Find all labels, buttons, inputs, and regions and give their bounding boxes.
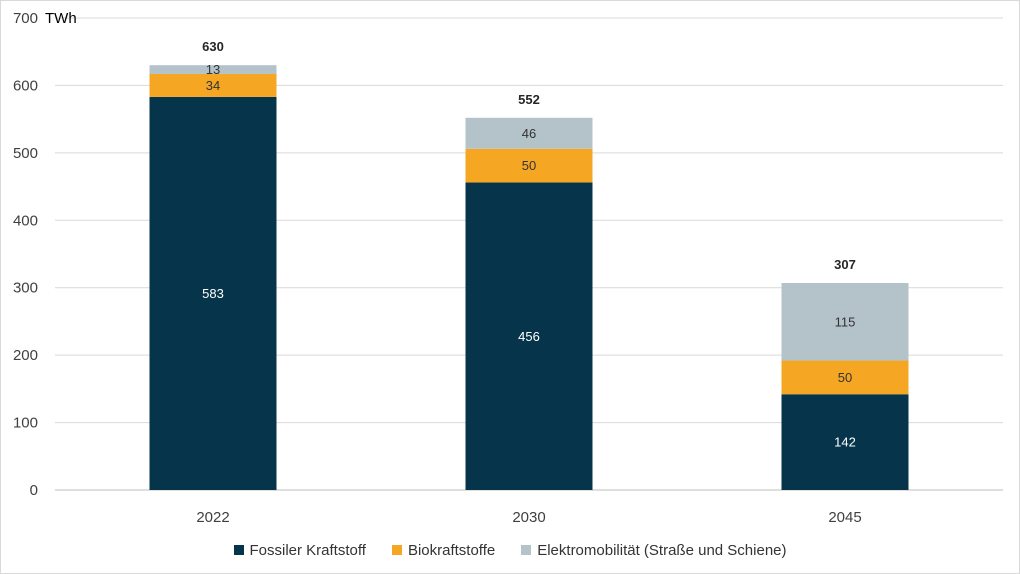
data-label: 456 bbox=[518, 329, 540, 344]
bar-segment bbox=[465, 182, 593, 491]
y-tick-label: 600 bbox=[13, 77, 38, 94]
bar-segment bbox=[149, 65, 277, 74]
bar-segment bbox=[781, 282, 909, 361]
bar-segment bbox=[149, 96, 277, 491]
y-tick-label: 400 bbox=[13, 212, 38, 229]
bar-segment bbox=[781, 394, 909, 490]
data-label: 34 bbox=[206, 78, 220, 93]
y-tick-label: 500 bbox=[13, 145, 38, 162]
y-tick-label: 0 bbox=[30, 482, 38, 499]
legend-swatch-emobility bbox=[521, 545, 532, 555]
x-tick-label: 2022 bbox=[196, 509, 229, 526]
data-label: 50 bbox=[838, 370, 852, 385]
legend-label-emobility: Elektromobilität (Straße und Schiene) bbox=[537, 541, 787, 559]
legend-item-emobility: Elektromobilität (Straße und Schiene) bbox=[521, 541, 787, 559]
data-label: 13 bbox=[206, 62, 220, 77]
y-tick-label: 100 bbox=[13, 415, 38, 432]
bar-segment bbox=[149, 73, 277, 97]
bar-segment bbox=[465, 148, 593, 183]
total-label: 630 bbox=[202, 39, 224, 54]
y-tick-label: 700 bbox=[13, 10, 38, 27]
legend-label-biofuel: Biokraftstoffe bbox=[407, 541, 496, 559]
data-label: 115 bbox=[835, 314, 856, 329]
legend: Fossiler Kraftstoff Biokraftstoffe Elekt… bbox=[0, 538, 1020, 562]
x-tick-label: 2030 bbox=[512, 509, 545, 526]
data-label: 50 bbox=[522, 158, 536, 173]
legend-item-fossil: Fossiler Kraftstoff bbox=[233, 541, 366, 559]
y-tick-label: 200 bbox=[13, 347, 38, 364]
total-label: 552 bbox=[518, 92, 540, 107]
legend-swatch-biofuel bbox=[391, 545, 402, 555]
data-label: 583 bbox=[202, 286, 224, 301]
bar-segment bbox=[781, 360, 909, 395]
legend-swatch-fossil bbox=[233, 545, 244, 555]
data-label: 46 bbox=[522, 126, 536, 141]
y-unit-label: TWh bbox=[45, 10, 77, 27]
y-tick-label: 300 bbox=[13, 280, 38, 297]
legend-label-fossil: Fossiler Kraftstoff bbox=[249, 541, 366, 559]
legend-item-biofuel: Biokraftstoffe bbox=[391, 541, 496, 559]
total-label: 307 bbox=[834, 257, 856, 272]
data-label: 142 bbox=[834, 435, 856, 450]
x-tick-label: 2045 bbox=[828, 509, 861, 526]
bar-segment bbox=[465, 117, 593, 149]
